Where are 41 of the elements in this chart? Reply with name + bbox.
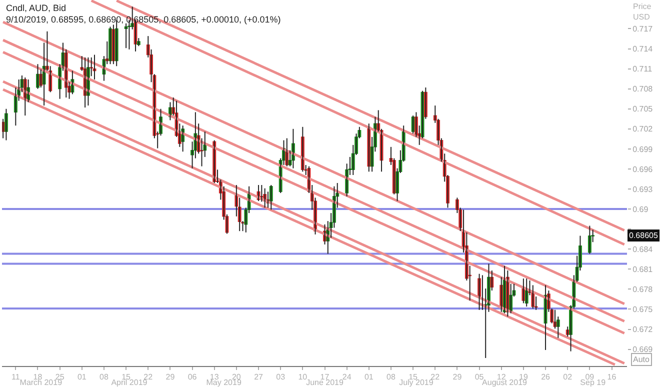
x-tick-label: 08 xyxy=(386,372,396,382)
y-tick-label: 0.69 xyxy=(632,204,649,214)
y-tick-label: 0.705 xyxy=(632,104,654,114)
y-tick-label: 0.702 xyxy=(632,124,654,134)
x-tick-label: 26 xyxy=(541,372,551,382)
y-tick-label: 0.714 xyxy=(632,44,654,54)
y-tick-label: 0.684 xyxy=(632,244,654,254)
x-tick-label: 24 xyxy=(342,372,352,382)
y-tick-label: 0.678 xyxy=(632,284,654,294)
x2-tick-label: April 2019 xyxy=(111,378,148,387)
x-tick-label: 27 xyxy=(254,372,264,382)
x-tick-label: 05 xyxy=(474,372,484,382)
x2-tick-label: March 2019 xyxy=(20,378,63,387)
x-tick-label: 01 xyxy=(364,372,374,382)
x2-tick-label: August 2019 xyxy=(482,378,528,387)
x-tick-label: 01 xyxy=(77,372,87,382)
y-axis-title: Price USD xyxy=(633,2,652,22)
y-tick-label: 0.681 xyxy=(632,264,654,274)
y-tick-label: 0.669 xyxy=(632,345,654,354)
text: Auto xyxy=(633,355,650,364)
y-tick-label: 0.693 xyxy=(632,184,654,194)
x-tick-label: 29 xyxy=(166,372,176,382)
x-tick-label: 03 xyxy=(276,372,286,382)
x2-tick-label: June 2019 xyxy=(306,378,344,387)
x-tick-label: 11 xyxy=(12,372,20,382)
x-tick-label: 29 xyxy=(452,372,462,382)
x-tick-label: 06 xyxy=(188,372,198,382)
y-tick-label: 0.711 xyxy=(632,64,653,74)
x-tick-label: 10 xyxy=(298,372,308,382)
y-tick-label: 0.675 xyxy=(632,305,654,314)
x-tick-label: 16 xyxy=(607,372,617,382)
y-tick-label: 0.717 xyxy=(632,24,654,34)
y-tick-label: 0.696 xyxy=(632,164,654,174)
y-tick-label: 0.672 xyxy=(632,325,654,334)
text: 0.68605 xyxy=(629,231,658,240)
x2-tick-label: May 2019 xyxy=(206,378,242,387)
y-tick-label: 0.699 xyxy=(632,144,654,154)
chart-title: Cndl, AUD, Bid xyxy=(6,3,66,13)
y-tick-label: 0.708 xyxy=(632,84,654,94)
x-tick-label: 02 xyxy=(563,372,573,382)
x-tick-label: 08 xyxy=(100,372,109,382)
